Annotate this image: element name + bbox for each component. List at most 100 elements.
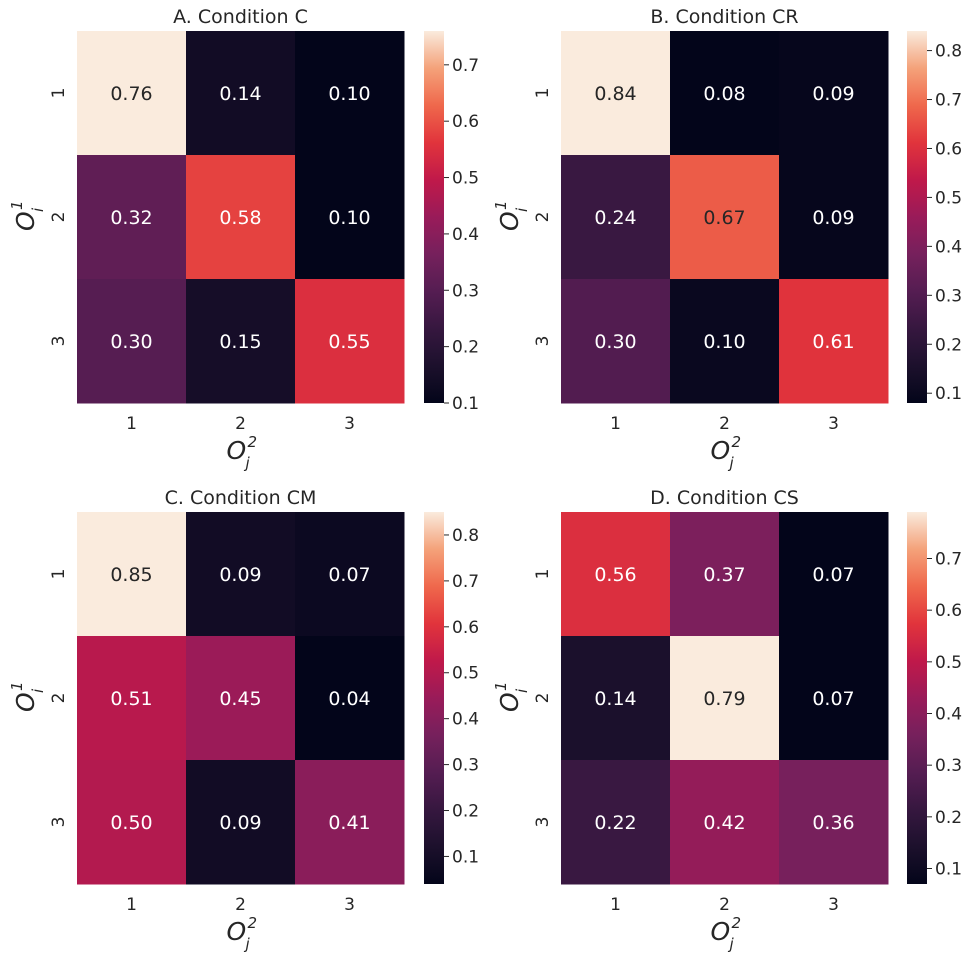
colorbar-tick-label: 0.5 — [452, 169, 479, 189]
y-axis-label-superscript: 1 — [492, 681, 510, 691]
colorbar-tick-label: 0.2 — [935, 808, 962, 828]
colorbar-tick-label: 0.5 — [935, 653, 962, 673]
cell-value-label: 0.58 — [219, 207, 261, 229]
colorbar — [907, 31, 927, 403]
cell-value-label: 0.42 — [703, 812, 745, 834]
cell-value-label: 0.32 — [110, 207, 152, 229]
y-axis-label-group: Oi1 — [492, 200, 531, 231]
x-axis-label-subscript: j — [728, 935, 735, 953]
y-tick-label: 1 — [49, 88, 69, 99]
colorbar-tick-label: 0.8 — [452, 526, 479, 546]
cell-value-label: 0.37 — [703, 564, 745, 586]
cell-value-label: 0.56 — [594, 564, 636, 586]
colorbar-tick-label: 0.5 — [935, 188, 962, 208]
cell-value-label: 0.51 — [110, 688, 152, 710]
x-tick-label: 3 — [828, 895, 839, 915]
y-axis-label-superscript: 1 — [8, 681, 26, 691]
y-axis-label-group: Oi1 — [492, 681, 531, 712]
cell-value-label: 0.79 — [703, 688, 745, 710]
x-tick-label: 1 — [126, 895, 137, 915]
x-tick-label: 1 — [610, 895, 621, 915]
chart-title: A. Condition C — [173, 6, 308, 28]
y-axis-label-group: Oi1 — [8, 681, 47, 712]
x-tick-label: 3 — [344, 895, 355, 915]
x-tick-label: 1 — [610, 414, 621, 434]
heatmap-panel-3: C. Condition CM0.85 0.09 0.070.51 0.45 0.040… — [8, 487, 479, 953]
y-tick-label: 1 — [49, 569, 69, 580]
cell-value-label: 0.09 — [219, 564, 261, 586]
colorbar-tick-label: 0.4 — [452, 710, 479, 730]
x-axis-label-superscript: 2 — [248, 914, 258, 932]
colorbar — [424, 512, 444, 884]
y-axis-label-subscript: i — [513, 207, 531, 212]
x-axis-label-superscript: 2 — [732, 433, 742, 451]
colorbar-tick-label: 0.7 — [452, 56, 479, 76]
colorbar-tick-label: 0.6 — [452, 618, 479, 638]
colorbar-tick-label: 0.6 — [935, 601, 962, 621]
colorbar-tick-label: 0.5 — [452, 664, 479, 684]
colorbar-tick-label: 0.1 — [452, 847, 479, 867]
heatmap-panel-4: D. Condition CS 0.56 0.37 0.07 0.14 0.79 0.07 0… — [492, 487, 962, 953]
colorbar-tick-label: 0.8 — [935, 42, 962, 62]
cell-value-label: 0.14 — [594, 688, 636, 710]
cell-value-label: 0.09 — [812, 83, 854, 105]
cell-value-label: 0.08 — [703, 83, 745, 105]
colorbar-tick-label: 0.2 — [452, 802, 479, 822]
colorbar-tick-label: 0.6 — [452, 112, 479, 132]
colorbar-tick-label: 0.6 — [935, 139, 962, 159]
colorbar-tick-label: 0.2 — [935, 335, 962, 355]
y-tick-label: 2 — [49, 693, 69, 704]
x-axis-label: O — [711, 917, 731, 946]
cell-value-label: 0.85 — [110, 564, 152, 586]
cell-value-label: 0.30 — [110, 331, 152, 353]
cell-value-label: 0.04 — [328, 688, 370, 710]
colorbar-tick-label: 0.4 — [935, 705, 962, 725]
colorbar-tick-label: 0.1 — [935, 860, 962, 880]
cell-value-label: 0.09 — [812, 207, 854, 229]
y-tick-label: 3 — [533, 336, 553, 347]
colorbar — [907, 512, 927, 884]
colorbar-tick-label: 0.3 — [452, 281, 479, 301]
cell-value-label: 0.36 — [812, 812, 854, 834]
colorbar-tick-label: 0.3 — [452, 756, 479, 776]
x-axis-label-superscript: 2 — [248, 433, 258, 451]
cell-value-label: 0.67 — [703, 207, 745, 229]
x-axis-label-superscript: 2 — [732, 914, 742, 932]
x-tick-label: 2 — [719, 414, 730, 434]
cell-value-label: 0.10 — [328, 83, 370, 105]
cell-value-label: 0.07 — [812, 564, 854, 586]
cell-value-label: 0.07 — [812, 688, 854, 710]
heatmap-panel-1: A. Condition C0.76 0.14 0.100.32 0.58 0.100.… — [8, 6, 479, 472]
x-axis-label: O — [227, 917, 247, 946]
y-axis-label: O — [11, 211, 40, 231]
y-tick-label: 3 — [49, 336, 69, 347]
y-tick-label: 1 — [533, 569, 553, 580]
colorbar-tick-label: 0.3 — [935, 286, 962, 306]
colorbar-tick-label: 0.4 — [935, 237, 962, 257]
chart-title: C. Condition CM — [165, 487, 317, 509]
x-tick-label: 2 — [235, 414, 246, 434]
cell-value-label: 0.55 — [328, 331, 370, 353]
y-axis-label-superscript: 1 — [492, 200, 510, 210]
y-tick-label: 3 — [533, 817, 553, 828]
x-axis-label-subscript: j — [244, 454, 251, 472]
y-axis-label-subscript: i — [29, 688, 47, 693]
y-tick-label: 3 — [49, 817, 69, 828]
x-axis-label: O — [227, 436, 247, 465]
colorbar-tick-label: 0.7 — [935, 550, 962, 570]
cell-value-label: 0.76 — [110, 83, 152, 105]
x-tick-label: 3 — [828, 414, 839, 434]
x-axis-label-subscript: j — [728, 454, 735, 472]
cell-value-label: 0.07 — [328, 564, 370, 586]
colorbar-tick-label: 0.1 — [935, 384, 962, 404]
heatmap-panel-2: B. Condition CR 0.84 0.08 0.09 0.24 0.67 0.09 0… — [492, 6, 962, 472]
x-axis-label: O — [711, 436, 731, 465]
cell-value-label: 0.09 — [219, 812, 261, 834]
cell-value-label: 0.10 — [328, 207, 370, 229]
cell-value-label: 0.45 — [219, 688, 261, 710]
x-tick-label: 3 — [344, 414, 355, 434]
colorbar-tick-label: 0.3 — [935, 756, 962, 776]
colorbar-tick-label: 0.2 — [452, 338, 479, 358]
chart-title: D. Condition CS — [650, 487, 799, 509]
